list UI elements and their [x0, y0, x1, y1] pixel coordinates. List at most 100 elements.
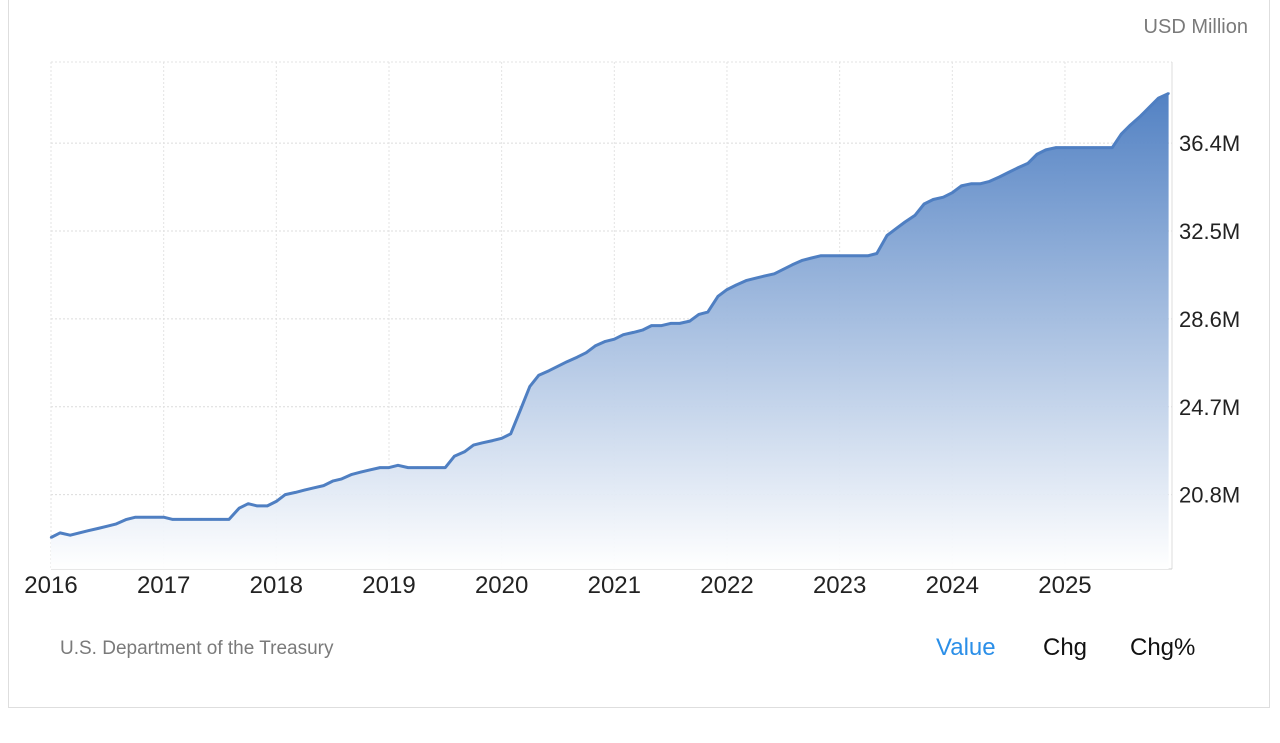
data-point	[322, 484, 325, 487]
data-point	[463, 450, 466, 453]
data-point	[162, 516, 165, 519]
data-point	[697, 313, 700, 316]
data-point	[294, 491, 297, 494]
data-point	[782, 268, 785, 271]
data-point	[753, 277, 757, 280]
data-point	[819, 254, 822, 257]
data-point	[556, 365, 560, 368]
chg-percent-toggle[interactable]: Chg%	[1130, 634, 1196, 661]
x-tick-label: 2022	[700, 572, 753, 599]
data-point	[387, 466, 391, 469]
data-point	[537, 374, 540, 377]
data-point	[227, 518, 231, 521]
data-point	[575, 356, 579, 359]
data-point	[875, 252, 878, 255]
data-point	[519, 407, 522, 411]
data-point	[1044, 148, 1048, 152]
data-point	[340, 477, 343, 481]
data-line	[50, 92, 1170, 539]
data-point	[960, 184, 963, 188]
data-point	[350, 473, 353, 476]
x-tick-label: 2023	[813, 572, 866, 599]
data-point	[425, 466, 428, 469]
data-point	[218, 518, 222, 521]
data-point	[435, 466, 438, 469]
data-point	[171, 518, 174, 521]
data-point	[190, 518, 193, 521]
y-tick-label: 24.7M	[1179, 395, 1240, 420]
data-point	[143, 516, 146, 519]
data-point	[1139, 114, 1142, 118]
data-point	[669, 322, 672, 325]
data-point	[1082, 146, 1086, 149]
data-point	[78, 531, 81, 535]
data-point	[716, 295, 720, 298]
data-point	[266, 504, 269, 508]
data-point	[932, 198, 935, 201]
view-toggle-group: Value Chg Chg%	[0, 634, 1280, 668]
data-point	[509, 432, 512, 435]
data-point	[134, 516, 137, 519]
data-point	[565, 360, 569, 363]
data-point	[894, 227, 898, 230]
data-point	[857, 254, 860, 257]
x-tick-label: 2021	[588, 572, 641, 599]
y-axis-ticks: 20.8M 24.7M 28.6M 32.5M 36.4M	[1179, 131, 1240, 508]
data-point	[181, 518, 184, 521]
data-point	[284, 493, 287, 496]
data-point	[1026, 162, 1030, 165]
data-point	[1100, 146, 1104, 149]
data-point	[734, 283, 738, 287]
data-point	[810, 256, 813, 260]
chg-toggle[interactable]: Chg	[1043, 634, 1088, 661]
data-point	[913, 214, 917, 217]
x-tick-label: 2025	[1038, 572, 1091, 599]
data-point	[1035, 153, 1039, 156]
data-point	[275, 500, 278, 503]
data-point	[1007, 171, 1010, 174]
data-point	[1072, 146, 1076, 149]
data-point	[903, 220, 907, 224]
data-point	[829, 254, 832, 257]
data-point	[69, 534, 72, 537]
data-point	[97, 527, 100, 530]
y-tick-label: 28.6M	[1179, 307, 1240, 332]
data-point	[453, 455, 456, 458]
data-point	[153, 516, 156, 519]
data-point	[209, 518, 213, 521]
data-point	[49, 536, 53, 539]
data-point	[585, 351, 588, 354]
data-point	[922, 202, 926, 206]
data-point	[1167, 92, 1170, 95]
x-tick-label: 2020	[475, 572, 528, 599]
source-label: U.S. Department of the Treasury	[60, 638, 334, 659]
value-toggle[interactable]: Value	[936, 634, 996, 661]
data-point	[594, 344, 597, 348]
data-point	[998, 175, 1001, 179]
x-tick-label: 2018	[250, 572, 303, 599]
data-point	[1157, 96, 1160, 100]
data-point	[125, 518, 128, 521]
data-point	[491, 439, 494, 442]
data-point	[312, 486, 315, 490]
data-point	[970, 182, 973, 185]
data-point	[866, 254, 869, 257]
data-point	[547, 369, 551, 372]
x-tick-label: 2024	[926, 572, 979, 599]
data-point	[847, 254, 850, 257]
data-point	[500, 437, 503, 440]
data-point	[791, 263, 794, 266]
data-point	[773, 272, 776, 275]
data-point	[979, 182, 982, 185]
data-point	[744, 279, 748, 282]
data-point	[87, 529, 90, 532]
data-point	[58, 531, 62, 535]
data-point	[622, 333, 625, 336]
data-point	[106, 525, 109, 528]
data-point	[1129, 123, 1132, 127]
data-points	[49, 92, 1170, 539]
x-tick-label: 2017	[137, 572, 190, 599]
data-point	[303, 488, 306, 492]
data-point	[604, 340, 607, 343]
